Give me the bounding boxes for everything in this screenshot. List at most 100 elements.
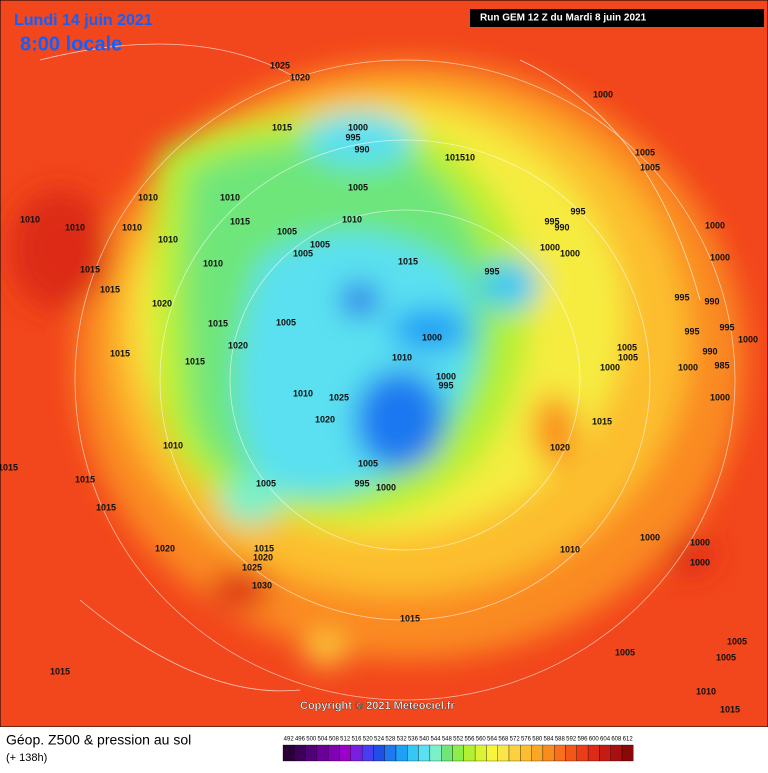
- isobar-label: 990: [702, 346, 717, 356]
- isobar-label: 1015: [80, 264, 100, 274]
- isobar-label: 1015: [75, 474, 95, 484]
- isobar-label: 995: [544, 216, 559, 226]
- isobar-label: 1015: [400, 613, 420, 623]
- isobar-label: 1015: [272, 122, 292, 132]
- isobar-label: 1015: [185, 356, 205, 366]
- isobar-label: 995: [354, 478, 369, 488]
- scale-swatch: [554, 744, 566, 762]
- isobar-label: 1025: [329, 392, 349, 402]
- isobar-label: 1015: [720, 704, 740, 714]
- isobar-label: 1005: [716, 652, 736, 662]
- scale-swatch: [463, 744, 476, 762]
- scale-swatch: [305, 744, 318, 762]
- scale-swatch: [429, 744, 442, 762]
- isobar-label: 1000: [690, 557, 710, 567]
- isobar-label: 1015: [230, 216, 250, 226]
- isobar-label: 990: [354, 144, 369, 154]
- scale-label: 588: [555, 737, 566, 743]
- isobar-label: 1015: [592, 416, 612, 426]
- scale-swatch: [599, 744, 611, 762]
- isobar-label: 1015: [50, 666, 70, 676]
- color-scale: 492 496 500 504 508 512 516 520 524 528 532 536 540 5…: [282, 737, 634, 762]
- scale-label: 492: [284, 737, 295, 743]
- isobar-label: 1000: [705, 220, 725, 230]
- isobar-label: 995: [345, 132, 360, 142]
- isobar-label: 1015: [208, 318, 228, 328]
- isobar-label: 1015: [398, 256, 418, 266]
- scale-label: 584: [544, 737, 555, 743]
- isobar-label: 1000: [593, 89, 613, 99]
- isobar-label: 1005: [256, 478, 276, 488]
- scale-swatch: [395, 744, 408, 762]
- scale-swatch: [542, 744, 555, 762]
- scale-swatch: [452, 744, 464, 762]
- isobar-label: 1015: [254, 543, 274, 553]
- scale-label: 516: [351, 737, 362, 743]
- isobar-label: 1010: [65, 222, 85, 232]
- isobar-label: 1010: [122, 222, 142, 232]
- scale-label: 520: [363, 737, 374, 743]
- copyright: Copyright © 2021 Meteociel.fr: [300, 700, 456, 712]
- isobar-label: 1000: [436, 371, 456, 381]
- isobar-label: 1010: [163, 440, 183, 450]
- isobar-label: 1020: [253, 552, 273, 562]
- isobar-label: 1000: [640, 532, 660, 542]
- isobar-label: 1015: [100, 284, 120, 294]
- isobar-label: 1010: [138, 192, 158, 202]
- isobar-label: 995: [684, 326, 699, 336]
- isobar-label: 1020: [228, 340, 248, 350]
- isobar-label: 990: [704, 296, 719, 306]
- scale-label: 544: [431, 737, 442, 743]
- isobar-label: 101510: [445, 152, 475, 162]
- isobar-label: 1010: [158, 234, 178, 244]
- scale-swatch: [474, 744, 487, 762]
- scale-label: 504: [318, 737, 329, 743]
- scale-swatch: [497, 744, 510, 762]
- footer-lead: (+ 138h): [6, 752, 47, 764]
- scale-swatch: [294, 744, 306, 762]
- isobar-label: 1000: [738, 334, 758, 344]
- scale-swatch: [328, 744, 340, 762]
- scale-label: 524: [374, 737, 385, 743]
- isobar-label: 1010: [342, 214, 362, 224]
- isobar-label: 1020: [155, 543, 175, 553]
- scale-swatch: [531, 744, 544, 762]
- scale-swatch: [384, 744, 397, 762]
- isobar-label: 1005: [617, 342, 637, 352]
- scale-swatch: [621, 744, 634, 762]
- isobar-label: 1000: [690, 537, 710, 547]
- isobar-label: 1000: [710, 392, 730, 402]
- scale-swatch: [576, 744, 589, 762]
- isobar-label: 1005: [358, 458, 378, 468]
- isobar-label: 995: [484, 266, 499, 276]
- map-field: [0, 0, 768, 727]
- isobar-label: 1015: [0, 462, 18, 472]
- isobar-label: 995: [570, 206, 585, 216]
- footer-title: Géop. Z500 & pression au sol: [6, 732, 191, 748]
- isobar-label: 1000: [376, 482, 396, 492]
- scale-swatch: [407, 744, 419, 762]
- scale-label: 568: [498, 737, 509, 743]
- isobar-label: 1005: [635, 147, 655, 157]
- scale-swatch: [565, 744, 577, 762]
- isobar-label: 1005: [615, 647, 635, 657]
- scale-label: 528: [385, 737, 396, 743]
- isobar-label: 1005: [727, 636, 747, 646]
- isobar-label: 995: [438, 380, 453, 390]
- isobar-label: 1030: [252, 580, 272, 590]
- scale-swatch: [282, 744, 295, 762]
- isobar-label: 1000: [422, 332, 442, 342]
- isobar-label: 1015: [110, 348, 130, 358]
- isobar-label: 1010: [392, 352, 412, 362]
- isobar-label: 985: [714, 360, 729, 370]
- scale-label: 560: [476, 737, 487, 743]
- scale-label: 512: [340, 737, 351, 743]
- scale-label: 572: [510, 737, 521, 743]
- isobar-label: 1005: [277, 226, 297, 236]
- isobar-label: 1020: [152, 298, 172, 308]
- scale-label: 536: [408, 737, 419, 743]
- isobar-label: 1000: [560, 248, 580, 258]
- scale-label: 540: [419, 737, 430, 743]
- scale-swatch: [339, 744, 351, 762]
